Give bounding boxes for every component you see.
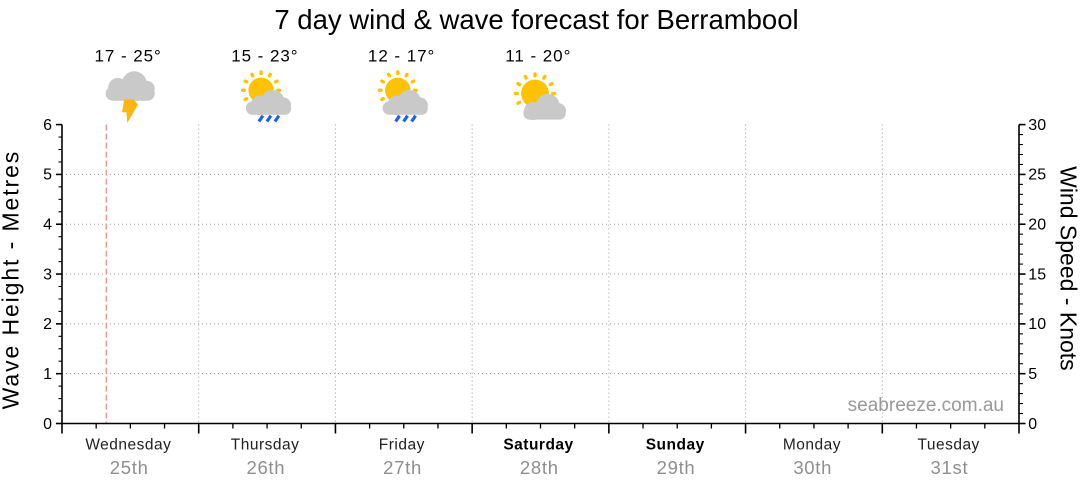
svg-text:27th: 27th — [383, 457, 422, 478]
svg-text:3: 3 — [43, 266, 52, 283]
svg-text:28th: 28th — [520, 457, 559, 478]
svg-text:5: 5 — [43, 167, 52, 184]
svg-text:17 - 25°: 17 - 25° — [94, 47, 161, 66]
svg-text:25: 25 — [1028, 167, 1046, 184]
svg-text:Wind Speed - Knots: Wind Speed - Knots — [1056, 166, 1080, 371]
svg-text:29th: 29th — [657, 457, 696, 478]
svg-text:0: 0 — [1028, 416, 1037, 433]
svg-text:Wednesday: Wednesday — [85, 437, 171, 454]
svg-text:Wave Height - Metres: Wave Height - Metres — [0, 150, 23, 410]
svg-text:20: 20 — [1028, 217, 1046, 234]
svg-text:10: 10 — [1028, 316, 1046, 333]
svg-text:12 - 17°: 12 - 17° — [368, 47, 435, 66]
svg-text:2: 2 — [43, 316, 52, 333]
svg-text:15 - 23°: 15 - 23° — [231, 47, 298, 66]
svg-text:seabreeze.com.au: seabreeze.com.au — [848, 395, 1004, 416]
svg-text:Saturday: Saturday — [503, 437, 573, 454]
svg-text:1: 1 — [43, 366, 52, 383]
svg-text:Monday: Monday — [783, 437, 841, 454]
svg-text:5: 5 — [1028, 366, 1037, 383]
svg-text:30: 30 — [1028, 117, 1046, 134]
svg-text:Tuesday: Tuesday — [917, 437, 979, 454]
svg-text:26th: 26th — [246, 457, 285, 478]
svg-text:6: 6 — [43, 117, 52, 134]
svg-text:Sunday: Sunday — [646, 437, 705, 454]
svg-text:0: 0 — [43, 416, 52, 433]
svg-text:7 day wind & wave forecast for: 7 day wind & wave forecast for Berramboo… — [274, 4, 798, 35]
svg-text:31st: 31st — [931, 457, 969, 478]
svg-text:Thursday: Thursday — [231, 437, 300, 454]
svg-text:Friday: Friday — [379, 437, 425, 454]
svg-text:25th: 25th — [110, 457, 149, 478]
svg-text:15: 15 — [1028, 266, 1046, 283]
svg-text:11 - 20°: 11 - 20° — [505, 47, 571, 66]
svg-text:30th: 30th — [793, 457, 832, 478]
svg-text:4: 4 — [43, 217, 52, 234]
